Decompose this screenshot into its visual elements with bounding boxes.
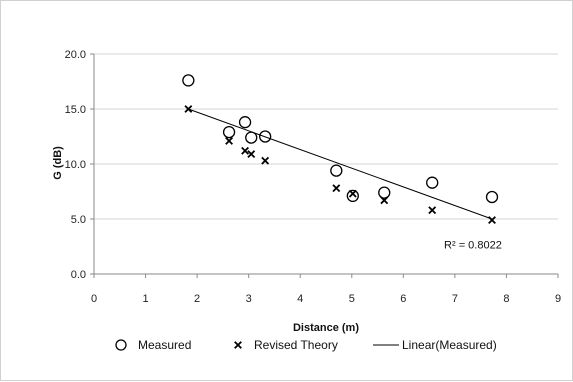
measured-point	[485, 190, 499, 204]
measured-point	[259, 130, 272, 143]
y-tick-label: 15.0	[65, 104, 86, 116]
measured-point	[222, 125, 236, 139]
revised-theory-point	[348, 189, 357, 198]
grid-lines	[94, 53, 558, 220]
measured-point	[245, 131, 258, 144]
legend-label: Measured	[138, 338, 191, 352]
x-tick-label: 2	[194, 293, 200, 305]
annotations: R² = 0.8022	[444, 240, 502, 252]
revised-theory-point	[380, 196, 389, 205]
revised-theory-point	[247, 150, 256, 159]
legend-circle-icon	[115, 339, 127, 351]
x-tick-label: 8	[503, 293, 509, 305]
axes	[90, 53, 559, 278]
y-axis-title: G (dB)	[52, 146, 64, 180]
x-tick-label: 3	[246, 293, 252, 305]
trendline	[188, 108, 493, 220]
legend-item: Revised Theory	[234, 338, 338, 352]
revised-theory-point	[241, 146, 249, 155]
measured-point	[346, 189, 359, 203]
tick-labels: 0.0 5.0 10.0 15.0 20.0 0 1 2 3 4 5 6 7 8 9	[65, 49, 561, 305]
revised-theory-point	[261, 156, 270, 165]
measured-point	[330, 164, 343, 177]
x-tick-label: 0	[91, 293, 97, 305]
legend-x-icon	[234, 341, 242, 349]
x-tick-label: 6	[400, 293, 406, 305]
r-squared-label: R² = 0.8022	[444, 240, 502, 252]
revised-theory-point	[488, 216, 496, 225]
y-tick-label: 5.0	[71, 214, 86, 226]
x-tick-label: 5	[349, 293, 355, 305]
revised-theory-point	[184, 105, 193, 113]
measured-point	[378, 186, 391, 199]
measured-point	[426, 176, 439, 189]
legend: Measured Revised Theory Linear(Measured)	[115, 338, 497, 352]
data-points	[182, 74, 499, 225]
measured-point	[238, 116, 252, 129]
y-tick-label: 10.0	[65, 159, 86, 171]
y-tick-label: 20.0	[65, 49, 86, 61]
legend-item: Measured	[115, 338, 191, 352]
measured-point	[182, 74, 195, 87]
revised-theory-point	[225, 136, 234, 145]
x-tick-label: 4	[297, 293, 303, 305]
x-axis-title: Distance (m)	[293, 322, 359, 334]
legend-label: Linear(Measured)	[402, 338, 497, 352]
trendline-layer	[188, 108, 493, 220]
legend-item: Linear(Measured)	[373, 338, 497, 352]
revised-theory-point	[332, 184, 341, 193]
legend-label: Revised Theory	[254, 338, 338, 352]
x-tick-label: 1	[142, 293, 148, 305]
x-tick-label: 7	[452, 293, 458, 305]
x-tick-label: 9	[555, 293, 561, 305]
y-tick-label: 0.0	[71, 269, 86, 281]
revised-theory-point	[428, 206, 437, 215]
